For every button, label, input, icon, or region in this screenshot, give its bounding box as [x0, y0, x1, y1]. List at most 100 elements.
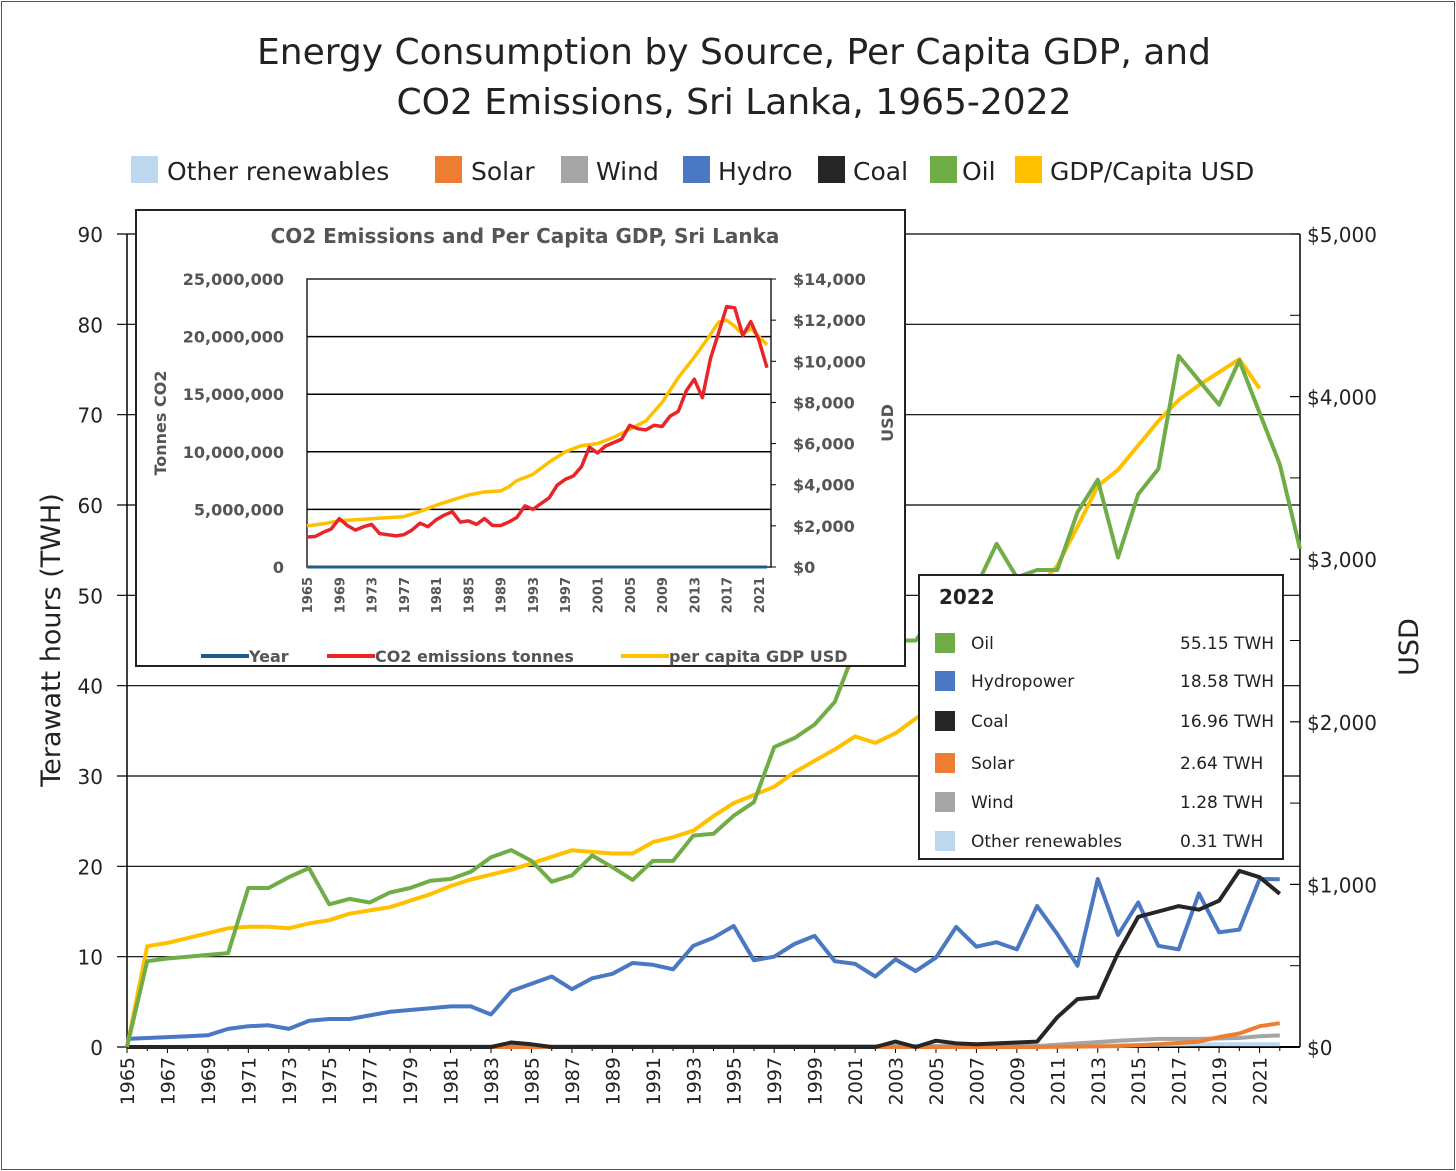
x-tick-label-1995: 1995: [724, 1057, 746, 1105]
inset-title: CO2 Emissions and Per Capita GDP, Sri La…: [271, 224, 780, 248]
tooltip-label-other-renewables: Other renewables: [971, 832, 1122, 852]
inset-y2-axis-title: USD: [878, 404, 897, 442]
series-line-coal: [127, 868, 1282, 1049]
inset-x-tick-label-2013: 2013: [688, 577, 703, 613]
x-tick-label-1991: 1991: [643, 1057, 665, 1105]
inset-x-tick-label-1981: 1981: [430, 577, 445, 613]
legend-swatch-other-renewables: [131, 156, 158, 183]
y2-tick-label-2-000: $2,000: [1307, 711, 1377, 735]
legend-swatch-gdp-capita-usd: [1015, 156, 1042, 183]
tooltip-swatch-other-renewables: [935, 831, 955, 851]
y2-axis-title: USD: [1394, 618, 1425, 676]
inset-legend-label-year: Year: [248, 647, 289, 666]
y-tick-label-20: 20: [78, 855, 103, 879]
tooltip-box: [918, 574, 1284, 860]
legend-swatch-coal: [818, 156, 845, 183]
inset-x-tick-label-1965: 1965: [301, 577, 316, 613]
tooltip-value-hydropower: 18.58 TWH: [1180, 672, 1274, 692]
inset-x-tick-label-2001: 2001: [592, 577, 607, 613]
x-tick-label-1999: 1999: [805, 1057, 827, 1105]
tooltip-value-solar: 2.64 TWH: [1180, 754, 1263, 774]
inset-y-tick-label-0: 0: [273, 558, 284, 577]
x-tick-label-1993: 1993: [683, 1057, 705, 1105]
series-line-gdp-capita-usd: [125, 357, 1262, 1048]
x-tick-label-1987: 1987: [562, 1057, 584, 1105]
legend-label-gdp-capita-usd: GDP/Capita USD: [1050, 157, 1254, 186]
y-tick-label-10: 10: [78, 946, 103, 970]
inset-y-tick-label-15-000-000: 15,000,000: [183, 385, 284, 404]
y-tick-label-80: 80: [78, 313, 103, 337]
inset-y2-tick-label-4-000: $4,000: [793, 476, 855, 495]
x-tick-label-1989: 1989: [602, 1057, 624, 1105]
inset-y-tick-label-10-000-000: 10,000,000: [183, 443, 284, 462]
x-tick-label-2011: 2011: [1047, 1057, 1069, 1105]
y-tick-label-50: 50: [78, 584, 103, 608]
y-tick-label-40: 40: [78, 675, 103, 699]
inset-y2-tick-label-12-000: $12,000: [793, 311, 866, 330]
x-tick-label-1981: 1981: [441, 1057, 463, 1105]
series-line-oil: [125, 354, 1302, 1048]
inset-y2-tick-label-8-000: $8,000: [793, 393, 855, 412]
inset-x-tick-label-2021: 2021: [753, 577, 768, 613]
inset-box: [135, 209, 906, 667]
y2-tick-label-3-000: $3,000: [1307, 548, 1377, 572]
x-tick-label-1985: 1985: [521, 1057, 543, 1105]
inset-y-tick-label-20-000-000: 20,000,000: [183, 328, 284, 347]
y-tick-label-60: 60: [78, 494, 103, 518]
inset-x-tick-label-2005: 2005: [624, 577, 639, 613]
x-tick-label-2007: 2007: [966, 1057, 988, 1105]
x-tick-label-1983: 1983: [481, 1057, 503, 1105]
legend-label-other-renewables: Other renewables: [167, 157, 389, 186]
x-tick-label-1967: 1967: [157, 1057, 179, 1105]
chart-title: Energy Consumption by Source, Per Capita…: [0, 28, 1456, 128]
tooltip-value-wind: 1.28 TWH: [1180, 793, 1263, 813]
inset-x-tick-label-1977: 1977: [398, 577, 413, 613]
x-tick-label-2005: 2005: [926, 1057, 948, 1105]
y-tick-label-70: 70: [78, 404, 103, 428]
y-axis-title: Terawatt hours (TWH): [36, 493, 67, 788]
tooltip-swatch-oil: [935, 633, 955, 653]
inset-x-tick-label-1973: 1973: [366, 577, 381, 613]
x-tick-label-1997: 1997: [764, 1057, 786, 1105]
inset-legend-label-co2-emissions-tonnes: CO2 emissions tonnes: [375, 647, 574, 666]
tooltip-title: 2022: [939, 585, 995, 609]
inset-y2-tick-label-14-000: $14,000: [793, 270, 866, 289]
x-tick-label-2015: 2015: [1128, 1057, 1150, 1105]
inset-x-tick-label-2017: 2017: [721, 577, 736, 613]
x-tick-label-2009: 2009: [1007, 1057, 1029, 1105]
x-tick-label-2013: 2013: [1088, 1057, 1110, 1105]
y-tick-label-90: 90: [78, 223, 103, 247]
legend-label-wind: Wind: [596, 157, 659, 186]
inset-x-tick-label-1985: 1985: [462, 577, 477, 613]
inset-x-tick-label-1997: 1997: [559, 577, 574, 613]
inset-y2-tick-label-2-000: $2,000: [793, 517, 855, 536]
tooltip-swatch-coal: [935, 711, 955, 731]
inset-x-tick-label-1993: 1993: [527, 577, 542, 613]
tooltip-swatch-solar: [935, 753, 955, 773]
x-tick-label-1975: 1975: [319, 1057, 341, 1105]
x-tick-label-2003: 2003: [886, 1057, 908, 1105]
inset-y-axis-title: Tonnes CO2: [151, 371, 170, 476]
tooltip-swatch-hydropower: [935, 671, 955, 691]
inset-x-tick-label-2009: 2009: [656, 577, 671, 613]
legend-swatch-oil: [930, 156, 957, 183]
x-tick-label-2001: 2001: [845, 1057, 867, 1105]
inset-y-tick-label-5-000-000: 5,000,000: [194, 500, 284, 519]
inset-y2-tick-label-0: $0: [793, 558, 815, 577]
legend-label-oil: Oil: [962, 157, 996, 186]
x-tick-label-1965: 1965: [117, 1057, 139, 1105]
chart-title-line2: CO2 Emissions, Sri Lanka, 1965-2022: [396, 82, 1072, 123]
legend-swatch-hydro: [683, 156, 710, 183]
tooltip-label-wind: Wind: [971, 793, 1014, 813]
y2-tick-label-4-000: $4,000: [1307, 386, 1377, 410]
y-tick-label-30: 30: [78, 765, 103, 789]
x-tick-label-2019: 2019: [1209, 1057, 1231, 1105]
tooltip-label-solar: Solar: [971, 754, 1014, 774]
x-tick-label-1969: 1969: [198, 1057, 220, 1105]
inset-y2-tick-label-6-000: $6,000: [793, 435, 855, 454]
inset-y2-tick-label-10-000: $10,000: [793, 352, 866, 371]
y2-tick-label-1-000: $1,000: [1307, 873, 1377, 897]
chart-title-line1: Energy Consumption by Source, Per Capita…: [257, 32, 1211, 73]
legend-swatch-solar: [435, 156, 462, 183]
